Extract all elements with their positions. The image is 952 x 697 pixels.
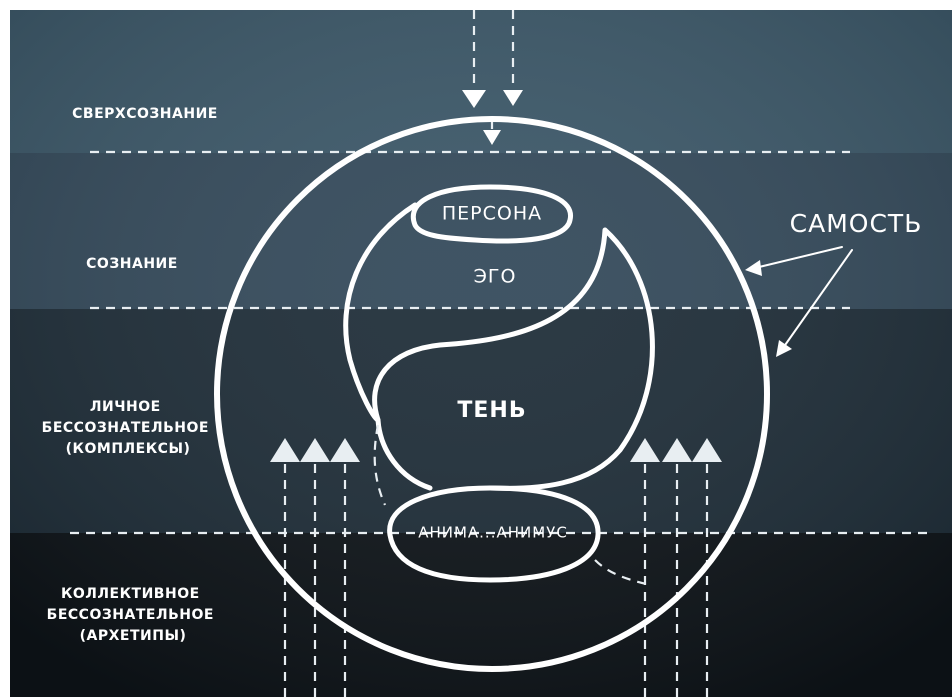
level-label-line: ЛИЧНОЕ bbox=[90, 399, 161, 415]
ego-label: ЭГО bbox=[474, 266, 517, 288]
level-label-line: КОЛЛЕКТИВНОЕ bbox=[61, 586, 200, 602]
level-label-line: БЕССОЗНАТЕЛЬНОЕ bbox=[47, 607, 214, 623]
diagram: СВЕРХСОЗНАНИЕ СОЗНАНИЕ ЛИЧНОЕ БЕССОЗНАТЕ… bbox=[0, 0, 952, 697]
level-label-line: БЕССОЗНАТЕЛЬНОЕ bbox=[42, 420, 209, 436]
level-label: СВЕРХСОЗНАНИЕ bbox=[72, 106, 218, 122]
level-label-line: (АРХЕТИПЫ) bbox=[80, 628, 187, 644]
level-label: СОЗНАНИЕ bbox=[86, 256, 178, 272]
level-label-line: (КОМПЛЕКСЫ) bbox=[66, 441, 191, 457]
shadow-label: ТЕНЬ bbox=[457, 398, 526, 423]
page: {"levels": [ {"label": ["СВЕРХСОЗНАНИЕ"]… bbox=[0, 0, 952, 697]
persona-label: ПЕРСОНА bbox=[442, 203, 542, 225]
anima-label: АНИМА...АНИМУС bbox=[418, 524, 568, 542]
self-label: САМОСТЬ bbox=[790, 209, 923, 238]
